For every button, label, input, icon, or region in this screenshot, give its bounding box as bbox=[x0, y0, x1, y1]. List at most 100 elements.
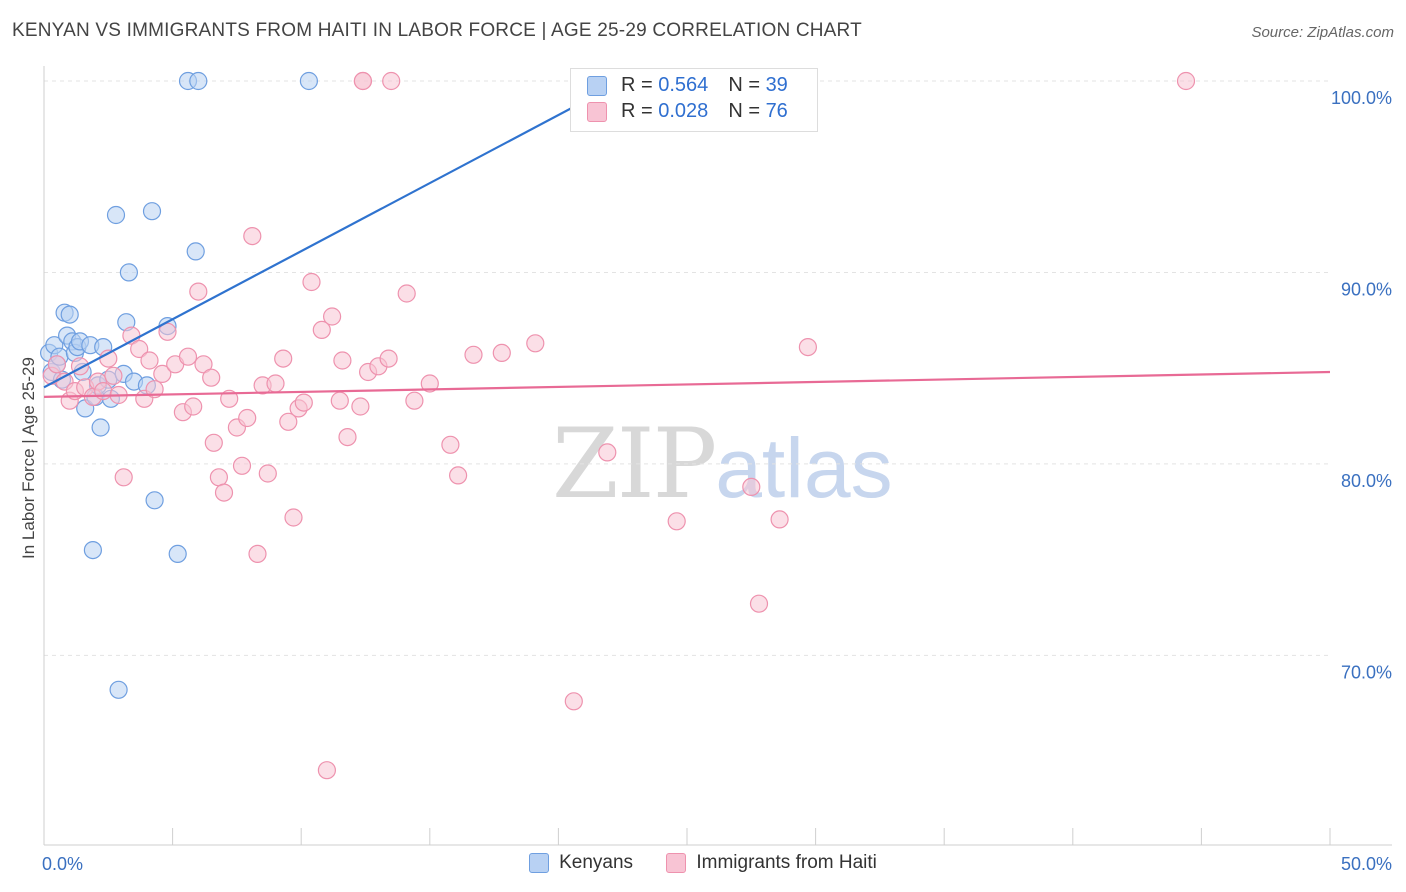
haiti-point bbox=[47, 355, 67, 374]
legend-n-label: N = bbox=[728, 74, 766, 97]
haiti-point bbox=[302, 272, 321, 292]
haiti-trend-line bbox=[43, 370, 1331, 398]
haiti-point bbox=[130, 339, 149, 359]
haiti-point bbox=[449, 466, 468, 485]
haiti-point bbox=[1176, 71, 1196, 91]
haiti-point bbox=[284, 508, 303, 527]
kenyans-swatch bbox=[587, 75, 607, 96]
legend-item-haiti: Immigrants from Haiti bbox=[666, 852, 877, 874]
kenyan-point bbox=[91, 418, 110, 437]
legend-row-haiti: R = 0.028 N = 76 bbox=[587, 100, 788, 126]
haiti-point bbox=[598, 443, 617, 462]
haiti-point bbox=[238, 408, 257, 428]
haiti-point bbox=[397, 284, 416, 303]
haiti-point bbox=[158, 322, 177, 341]
kenyan-point bbox=[186, 242, 205, 261]
kenyan-point bbox=[106, 205, 126, 225]
kenyan-point bbox=[119, 263, 138, 282]
x-tick-label: 50.0% bbox=[1341, 854, 1392, 874]
y-tick-label: 100.0% bbox=[1331, 88, 1392, 108]
haiti-point bbox=[353, 71, 372, 91]
kenyans-legend-swatch bbox=[529, 853, 550, 873]
haiti-point bbox=[317, 761, 336, 780]
haiti-point bbox=[279, 412, 298, 431]
y-axis-title: In Labor Force | Age 25-29 bbox=[19, 357, 38, 559]
haiti-point bbox=[667, 512, 686, 531]
haiti-point bbox=[294, 393, 313, 412]
haiti-point bbox=[464, 345, 483, 364]
haiti-point bbox=[243, 227, 262, 246]
gridlines bbox=[44, 80, 1330, 656]
haiti-point bbox=[258, 464, 277, 483]
haiti-point bbox=[194, 355, 213, 374]
legend-label-kenyans: Kenyans bbox=[559, 852, 634, 873]
haiti-point bbox=[140, 351, 159, 370]
haiti-point bbox=[420, 374, 439, 393]
legend-label-haiti: Immigrants from Haiti bbox=[696, 852, 877, 873]
haiti-point bbox=[145, 380, 164, 399]
haiti-r-value: 0.028 bbox=[658, 100, 709, 123]
axes bbox=[43, 66, 1392, 846]
legend-n-label: N = bbox=[728, 100, 766, 123]
legend-r-label: R = bbox=[621, 74, 659, 97]
haiti-legend-swatch bbox=[666, 853, 687, 873]
haiti-point bbox=[798, 338, 818, 357]
haiti-point bbox=[338, 428, 357, 447]
haiti-n-value: 76 bbox=[765, 100, 788, 123]
legend-item-kenyans: Kenyans bbox=[529, 852, 633, 874]
haiti-point bbox=[232, 456, 252, 475]
kenyan-point bbox=[142, 202, 162, 221]
haiti-point bbox=[184, 397, 203, 416]
haiti-swatch bbox=[587, 101, 607, 122]
x-tick-label: 0.0% bbox=[42, 854, 83, 874]
kenyan-point bbox=[168, 544, 187, 564]
haiti-point bbox=[274, 349, 293, 368]
y-tick-label: 80.0% bbox=[1341, 471, 1392, 491]
watermark-zip: ZIP bbox=[552, 408, 717, 520]
haiti-point bbox=[209, 468, 228, 487]
kenyan-point bbox=[189, 71, 208, 91]
haiti-point bbox=[382, 71, 401, 91]
haiti-point bbox=[189, 282, 208, 301]
legend-row-kenyans: R = 0.564 N = 39 bbox=[587, 74, 788, 100]
haiti-point bbox=[770, 510, 789, 529]
haiti-point bbox=[379, 349, 398, 368]
haiti-point bbox=[526, 334, 545, 353]
source-credit: Source: ZipAtlas.com bbox=[1251, 24, 1394, 41]
haiti-point bbox=[749, 594, 769, 613]
tick-labels: 70.0% 80.0% 90.0% 100.0% 0.0% 50.0% bbox=[42, 88, 1392, 874]
haiti-points bbox=[42, 71, 1196, 780]
haiti-point bbox=[742, 477, 761, 496]
haiti-point bbox=[351, 397, 370, 416]
kenyans-n-value: 39 bbox=[765, 74, 788, 97]
watermark-atlas: atlas bbox=[715, 421, 893, 515]
kenyan-point bbox=[60, 305, 79, 324]
kenyans-trend-line bbox=[43, 80, 624, 389]
haiti-point bbox=[204, 433, 223, 452]
legend-r-label: R = bbox=[621, 100, 659, 123]
haiti-point bbox=[94, 382, 113, 401]
haiti-point bbox=[266, 374, 285, 393]
correlation-legend: R = 0.564 N = 39 R = 0.028 N = 76 bbox=[570, 68, 818, 132]
haiti-point bbox=[564, 692, 583, 711]
kenyan-point bbox=[109, 680, 128, 699]
zipatlas-watermark: ZIPatlas bbox=[552, 408, 893, 520]
haiti-point bbox=[330, 391, 349, 410]
series-legend: Kenyans Immigrants from Haiti bbox=[0, 852, 1406, 874]
haiti-point bbox=[441, 435, 460, 454]
haiti-point bbox=[323, 307, 342, 326]
haiti-point bbox=[312, 320, 331, 339]
haiti-point bbox=[492, 343, 511, 362]
kenyan-point bbox=[145, 491, 164, 510]
y-tick-label: 90.0% bbox=[1341, 279, 1392, 299]
kenyan-point bbox=[299, 71, 318, 91]
haiti-point bbox=[153, 364, 172, 383]
haiti-point bbox=[178, 347, 198, 366]
kenyans-r-value: 0.564 bbox=[658, 74, 709, 97]
haiti-point bbox=[202, 368, 221, 387]
haiti-point bbox=[114, 468, 133, 487]
chart-title: KENYAN VS IMMIGRANTS FROM HAITI IN LABOR… bbox=[12, 20, 862, 41]
haiti-point bbox=[104, 366, 123, 385]
haiti-point bbox=[248, 544, 267, 564]
